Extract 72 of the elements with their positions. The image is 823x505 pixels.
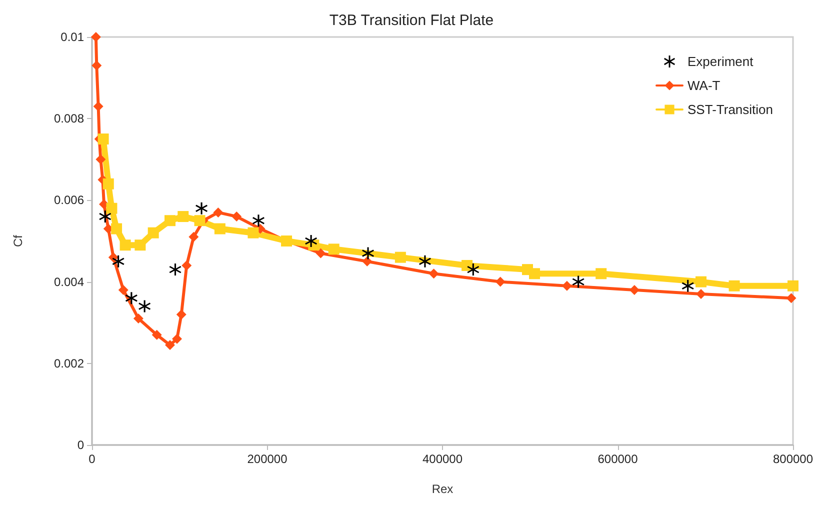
point	[362, 247, 374, 260]
point	[786, 293, 796, 304]
legend-label: WA-T	[688, 78, 720, 93]
point	[467, 264, 480, 276]
point	[134, 240, 146, 251]
point	[125, 292, 138, 304]
x-tick-label: 200000	[247, 452, 288, 466]
point	[96, 154, 106, 164]
point	[133, 314, 144, 324]
point	[462, 260, 473, 271]
point	[172, 334, 182, 344]
point	[214, 223, 226, 234]
point	[118, 284, 128, 295]
chart-title: T3B Transition Flat Plate	[329, 12, 494, 29]
y-tick-label: 0.002	[54, 356, 84, 370]
point	[196, 202, 208, 214]
x-tick-label: 0	[88, 452, 96, 466]
y-tick-label: 0.01	[60, 30, 84, 44]
point	[194, 215, 206, 226]
y-tick-label: 0	[77, 438, 84, 452]
point	[428, 268, 439, 279]
point	[788, 280, 798, 292]
point	[495, 276, 506, 287]
point	[106, 202, 118, 214]
point	[305, 235, 318, 247]
point	[394, 252, 406, 263]
x-axis-title: Rex	[432, 482, 454, 496]
point	[111, 223, 122, 234]
point	[176, 309, 186, 320]
point	[98, 134, 109, 144]
point	[138, 300, 151, 312]
point	[112, 255, 124, 268]
point	[529, 268, 540, 280]
point	[418, 255, 431, 268]
point	[182, 260, 192, 270]
point	[169, 264, 182, 276]
x-tick-label: 400000	[422, 452, 463, 466]
y-axis-title: Cf	[11, 234, 25, 247]
point	[164, 340, 175, 350]
point	[695, 276, 706, 288]
point	[682, 280, 694, 292]
point	[188, 232, 199, 242]
point	[148, 227, 159, 238]
point	[120, 240, 131, 251]
point	[90, 32, 101, 42]
point	[572, 276, 584, 288]
point	[316, 248, 326, 258]
y-tick-label: 0.008	[54, 112, 84, 126]
point	[152, 330, 162, 340]
point	[102, 178, 114, 190]
point	[178, 211, 189, 222]
x-tick-label: 800000	[772, 452, 814, 466]
point	[164, 215, 176, 226]
point	[248, 227, 259, 238]
point	[562, 280, 572, 291]
point	[596, 268, 607, 280]
point	[728, 280, 740, 292]
point	[252, 214, 264, 227]
y-tick-label: 0.006	[54, 193, 84, 208]
point	[362, 256, 372, 266]
y-tick-label: 0.004	[54, 274, 84, 289]
point	[93, 101, 104, 112]
point	[232, 212, 242, 222]
point	[99, 210, 112, 223]
point	[92, 60, 102, 71]
x-tick-label: 600000	[598, 452, 638, 466]
legend-label: SST-Transition	[688, 102, 774, 117]
point	[696, 289, 706, 300]
point	[328, 244, 340, 255]
point	[213, 207, 224, 218]
legend-label: Experiment	[688, 54, 754, 69]
point	[629, 284, 640, 295]
